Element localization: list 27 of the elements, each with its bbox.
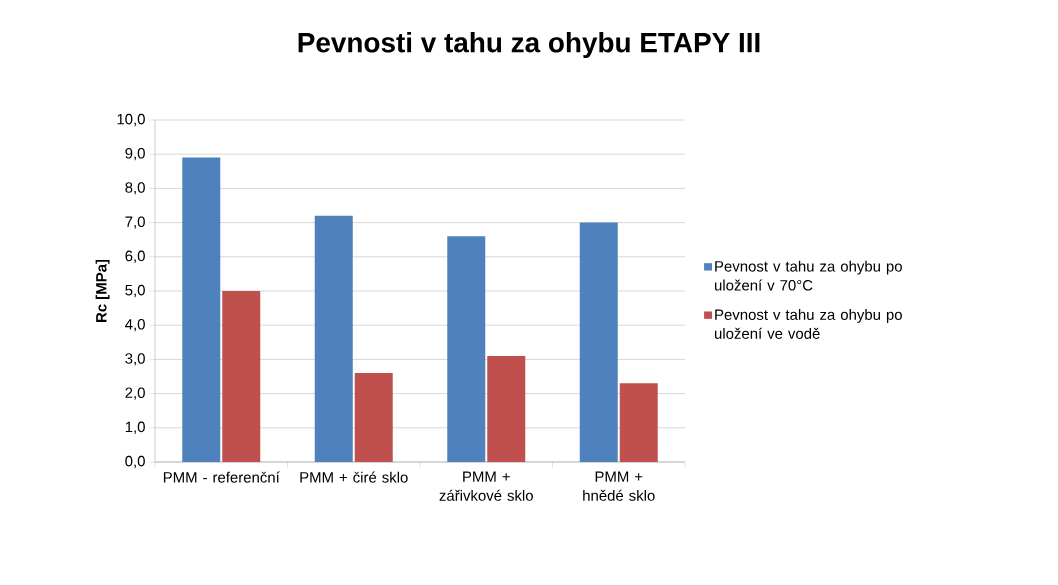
bar bbox=[314, 215, 353, 462]
x-tick-label: PMM + hnědé sklo bbox=[583, 471, 655, 501]
bar bbox=[619, 383, 658, 462]
x-tick-label: PMM - referenční bbox=[163, 471, 280, 483]
bar bbox=[579, 222, 618, 462]
legend-label: Pevnost v tahu za ohybu po uložení ve vodě bbox=[714, 308, 902, 339]
y-tick-label: 3,0 bbox=[125, 353, 145, 366]
bar bbox=[447, 236, 486, 462]
y-axis-title: Rc [MPa] bbox=[95, 259, 110, 322]
y-tick-label: 8,0 bbox=[125, 182, 145, 195]
y-tick-label: 1,0 bbox=[125, 421, 145, 434]
y-tick-label: 10,0 bbox=[117, 113, 145, 127]
legend-label: Pevnost v tahu za ohybu po uložení v 70°C bbox=[714, 260, 902, 291]
chart-title: Pevnosti v tahu za ohybu ETAPY III bbox=[298, 32, 760, 58]
x-tick-label: PMM + čiré sklo bbox=[300, 471, 408, 483]
bar bbox=[354, 373, 393, 462]
y-tick-label: 4,0 bbox=[125, 319, 145, 332]
y-tick-label: 7,0 bbox=[125, 216, 145, 229]
bar bbox=[487, 355, 526, 462]
x-tick-label: PMM + zářivkové sklo bbox=[439, 471, 533, 501]
bar bbox=[222, 291, 261, 462]
y-tick-label: 0,0 bbox=[125, 455, 145, 469]
bar bbox=[182, 157, 221, 462]
y-tick-label: 6,0 bbox=[125, 250, 145, 263]
y-tick-label: 2,0 bbox=[125, 387, 145, 400]
y-tick-label: 9,0 bbox=[125, 148, 145, 161]
y-tick-label: 5,0 bbox=[125, 284, 145, 298]
